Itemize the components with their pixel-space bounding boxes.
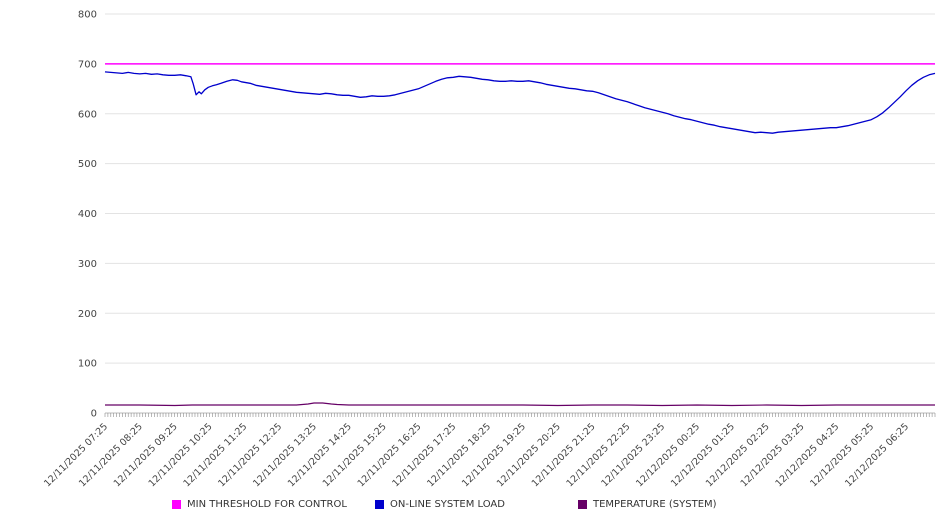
- svg-text:12/11/2025 23:25: 12/11/2025 23:25: [599, 421, 667, 489]
- system-load-swatch: [375, 500, 384, 509]
- svg-text:12/11/2025 22:25: 12/11/2025 22:25: [565, 421, 633, 489]
- svg-text:12/11/2025 15:25: 12/11/2025 15:25: [321, 421, 389, 489]
- min-threshold-swatch: [172, 500, 181, 509]
- svg-text:300: 300: [78, 259, 97, 270]
- svg-text:12/11/2025 14:25: 12/11/2025 14:25: [286, 421, 354, 489]
- svg-text:12/11/2025 08:25: 12/11/2025 08:25: [77, 421, 145, 489]
- svg-text:12/12/2025 04:25: 12/12/2025 04:25: [773, 421, 841, 489]
- svg-text:100: 100: [78, 359, 97, 370]
- svg-text:800: 800: [78, 10, 97, 21]
- svg-text:12/11/2025 16:25: 12/11/2025 16:25: [356, 421, 424, 489]
- svg-text:12/11/2025 09:25: 12/11/2025 09:25: [112, 421, 180, 489]
- svg-text:200: 200: [78, 309, 97, 320]
- svg-text:12/12/2025 05:25: 12/12/2025 05:25: [808, 421, 876, 489]
- svg-text:12/11/2025 12:25: 12/11/2025 12:25: [216, 421, 284, 489]
- svg-text:500: 500: [78, 159, 97, 170]
- svg-text:12/11/2025 17:25: 12/11/2025 17:25: [390, 421, 458, 489]
- svg-text:12/11/2025 19:25: 12/11/2025 19:25: [460, 421, 528, 489]
- svg-text:12/11/2025 18:25: 12/11/2025 18:25: [425, 421, 493, 489]
- svg-text:400: 400: [78, 209, 97, 220]
- svg-text:12/11/2025 07:25: 12/11/2025 07:25: [42, 421, 110, 489]
- legend-item-temperature: TEMPERATURE (SYSTEM): [578, 499, 717, 510]
- legend-item-min-threshold: MIN THRESHOLD FOR CONTROL: [172, 499, 375, 510]
- legend-item-system-load: ON-LINE SYSTEM LOAD: [375, 499, 578, 510]
- load-temperature-line-chart: 0 100 200 300 400 500 600 700 800 12/11/2025 07:2…: [42, 10, 936, 489]
- temperature-swatch: [578, 500, 587, 509]
- svg-text:12/12/2025 06:25: 12/12/2025 06:25: [843, 421, 911, 489]
- svg-text:12/12/2025 03:25: 12/12/2025 03:25: [739, 421, 807, 489]
- svg-text:12/11/2025 21:25: 12/11/2025 21:25: [530, 421, 598, 489]
- svg-text:12/12/2025 00:25: 12/12/2025 00:25: [634, 421, 702, 489]
- legend-label-temperature: TEMPERATURE (SYSTEM): [593, 499, 717, 510]
- svg-text:12/11/2025 20:25: 12/11/2025 20:25: [495, 421, 563, 489]
- legend-label-system-load: ON-LINE SYSTEM LOAD: [390, 499, 505, 510]
- svg-text:12/11/2025 13:25: 12/11/2025 13:25: [251, 421, 319, 489]
- svg-text:0: 0: [91, 409, 97, 420]
- svg-text:12/11/2025 10:25: 12/11/2025 10:25: [147, 421, 215, 489]
- legend-label-min-threshold: MIN THRESHOLD FOR CONTROL: [187, 499, 347, 510]
- svg-text:600: 600: [78, 109, 97, 120]
- svg-text:12/12/2025 01:25: 12/12/2025 01:25: [669, 421, 737, 489]
- chart-legend: MIN THRESHOLD FOR CONTROL ON-LINE SYSTEM…: [172, 499, 717, 510]
- svg-text:700: 700: [78, 59, 97, 70]
- svg-text:12/12/2025 02:25: 12/12/2025 02:25: [704, 421, 772, 489]
- svg-text:12/11/2025 11:25: 12/11/2025 11:25: [181, 421, 249, 489]
